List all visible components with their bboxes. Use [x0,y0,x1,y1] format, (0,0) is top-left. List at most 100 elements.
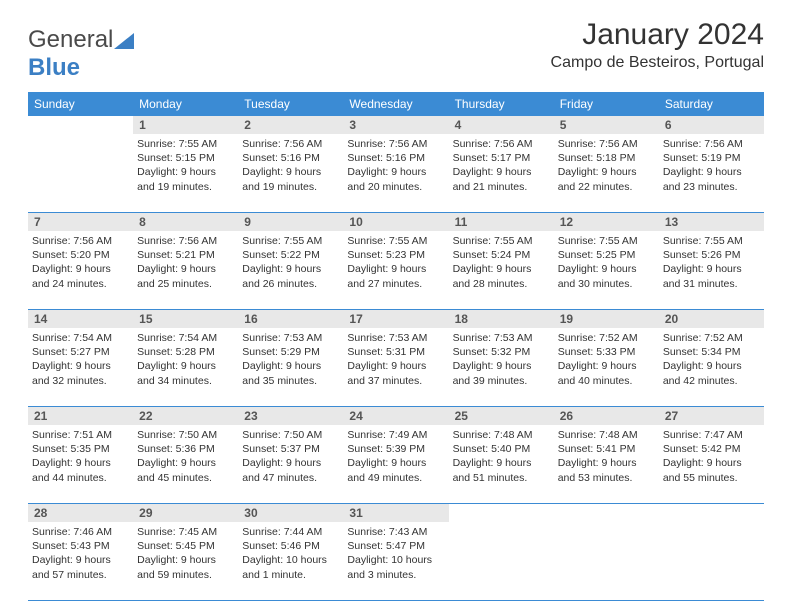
calendar: SundayMondayTuesdayWednesdayThursdayFrid… [28,92,764,601]
daylight-text: Daylight: 9 hours and 51 minutes. [453,456,550,484]
day-cell: Sunrise: 7:49 AMSunset: 5:39 PMDaylight:… [343,425,448,503]
day-number: 4 [449,116,554,134]
sunrise-text: Sunrise: 7:56 AM [137,234,234,248]
daylight-text: Daylight: 9 hours and 47 minutes. [242,456,339,484]
sunset-text: Sunset: 5:42 PM [663,442,760,456]
day-cell: Sunrise: 7:52 AMSunset: 5:34 PMDaylight:… [659,328,764,406]
sunrise-text: Sunrise: 7:45 AM [137,525,234,539]
sunrise-text: Sunrise: 7:55 AM [137,137,234,151]
sunset-text: Sunset: 5:20 PM [32,248,129,262]
weekday-cell: Thursday [449,92,554,116]
header: GeneralBlue January 2024 Campo de Bestei… [28,18,764,82]
day-number: 18 [449,310,554,328]
week-row: Sunrise: 7:56 AMSunset: 5:20 PMDaylight:… [28,231,764,310]
day-number: 21 [28,407,133,425]
day-number: 31 [343,504,448,522]
day-number: 30 [238,504,343,522]
sunset-text: Sunset: 5:16 PM [242,151,339,165]
weekday-header: SundayMondayTuesdayWednesdayThursdayFrid… [28,92,764,116]
sunset-text: Sunset: 5:35 PM [32,442,129,456]
day-cell: Sunrise: 7:46 AMSunset: 5:43 PMDaylight:… [28,522,133,600]
day-number: 8 [133,213,238,231]
day-cell [449,522,554,600]
day-cell: Sunrise: 7:52 AMSunset: 5:33 PMDaylight:… [554,328,659,406]
day-cell: Sunrise: 7:48 AMSunset: 5:40 PMDaylight:… [449,425,554,503]
day-cell: Sunrise: 7:56 AMSunset: 5:21 PMDaylight:… [133,231,238,309]
sunrise-text: Sunrise: 7:56 AM [347,137,444,151]
sunset-text: Sunset: 5:25 PM [558,248,655,262]
sunset-text: Sunset: 5:32 PM [453,345,550,359]
day-number: 19 [554,310,659,328]
weekday-cell: Tuesday [238,92,343,116]
sunrise-text: Sunrise: 7:55 AM [347,234,444,248]
day-number: 22 [133,407,238,425]
daylight-text: Daylight: 9 hours and 31 minutes. [663,262,760,290]
day-number [28,116,133,134]
sunset-text: Sunset: 5:19 PM [663,151,760,165]
daylight-text: Daylight: 9 hours and 27 minutes. [347,262,444,290]
day-number [449,504,554,522]
sunrise-text: Sunrise: 7:55 AM [242,234,339,248]
daylight-text: Daylight: 9 hours and 30 minutes. [558,262,655,290]
sunrise-text: Sunrise: 7:48 AM [558,428,655,442]
day-cell: Sunrise: 7:56 AMSunset: 5:16 PMDaylight:… [343,134,448,212]
logo-part1: General [28,26,113,53]
sunrise-text: Sunrise: 7:54 AM [32,331,129,345]
sunset-text: Sunset: 5:24 PM [453,248,550,262]
day-cell: Sunrise: 7:54 AMSunset: 5:28 PMDaylight:… [133,328,238,406]
day-cell: Sunrise: 7:55 AMSunset: 5:15 PMDaylight:… [133,134,238,212]
day-cell: Sunrise: 7:53 AMSunset: 5:29 PMDaylight:… [238,328,343,406]
sunrise-text: Sunrise: 7:56 AM [32,234,129,248]
sunset-text: Sunset: 5:46 PM [242,539,339,553]
day-number: 10 [343,213,448,231]
sunrise-text: Sunrise: 7:47 AM [663,428,760,442]
day-number-row: 14151617181920 [28,310,764,328]
daylight-text: Daylight: 9 hours and 37 minutes. [347,359,444,387]
sunrise-text: Sunrise: 7:55 AM [453,234,550,248]
sunset-text: Sunset: 5:41 PM [558,442,655,456]
sunset-text: Sunset: 5:15 PM [137,151,234,165]
day-cell: Sunrise: 7:55 AMSunset: 5:22 PMDaylight:… [238,231,343,309]
sunrise-text: Sunrise: 7:56 AM [453,137,550,151]
day-cell: Sunrise: 7:56 AMSunset: 5:19 PMDaylight:… [659,134,764,212]
day-cell: Sunrise: 7:56 AMSunset: 5:20 PMDaylight:… [28,231,133,309]
day-cell: Sunrise: 7:48 AMSunset: 5:41 PMDaylight:… [554,425,659,503]
daylight-text: Daylight: 9 hours and 22 minutes. [558,165,655,193]
sunset-text: Sunset: 5:45 PM [137,539,234,553]
daylight-text: Daylight: 10 hours and 3 minutes. [347,553,444,581]
sunrise-text: Sunrise: 7:51 AM [32,428,129,442]
daylight-text: Daylight: 9 hours and 28 minutes. [453,262,550,290]
day-cell: Sunrise: 7:54 AMSunset: 5:27 PMDaylight:… [28,328,133,406]
daylight-text: Daylight: 9 hours and 59 minutes. [137,553,234,581]
sunset-text: Sunset: 5:23 PM [347,248,444,262]
sunrise-text: Sunrise: 7:56 AM [663,137,760,151]
logo: GeneralBlue [28,18,135,82]
day-number [659,504,764,522]
day-cell: Sunrise: 7:44 AMSunset: 5:46 PMDaylight:… [238,522,343,600]
sunset-text: Sunset: 5:22 PM [242,248,339,262]
day-number: 5 [554,116,659,134]
sunrise-text: Sunrise: 7:55 AM [663,234,760,248]
sunrise-text: Sunrise: 7:50 AM [137,428,234,442]
day-number: 24 [343,407,448,425]
day-cell: Sunrise: 7:56 AMSunset: 5:17 PMDaylight:… [449,134,554,212]
day-cell: Sunrise: 7:56 AMSunset: 5:18 PMDaylight:… [554,134,659,212]
sunset-text: Sunset: 5:33 PM [558,345,655,359]
day-cell: Sunrise: 7:55 AMSunset: 5:24 PMDaylight:… [449,231,554,309]
daylight-text: Daylight: 9 hours and 26 minutes. [242,262,339,290]
day-number-row: 21222324252627 [28,407,764,425]
sunrise-text: Sunrise: 7:43 AM [347,525,444,539]
sunrise-text: Sunrise: 7:50 AM [242,428,339,442]
logo-triangle-icon [114,33,134,49]
sunset-text: Sunset: 5:47 PM [347,539,444,553]
weeks-container: 123456Sunrise: 7:55 AMSunset: 5:15 PMDay… [28,116,764,601]
day-number: 29 [133,504,238,522]
day-number-row: 123456 [28,116,764,134]
daylight-text: Daylight: 9 hours and 19 minutes. [242,165,339,193]
sunset-text: Sunset: 5:28 PM [137,345,234,359]
sunrise-text: Sunrise: 7:53 AM [453,331,550,345]
sunset-text: Sunset: 5:40 PM [453,442,550,456]
week-row: Sunrise: 7:51 AMSunset: 5:35 PM Daylight:… [28,425,764,504]
day-number: 9 [238,213,343,231]
day-cell: Sunrise: 7:56 AMSunset: 5:16 PMDaylight:… [238,134,343,212]
